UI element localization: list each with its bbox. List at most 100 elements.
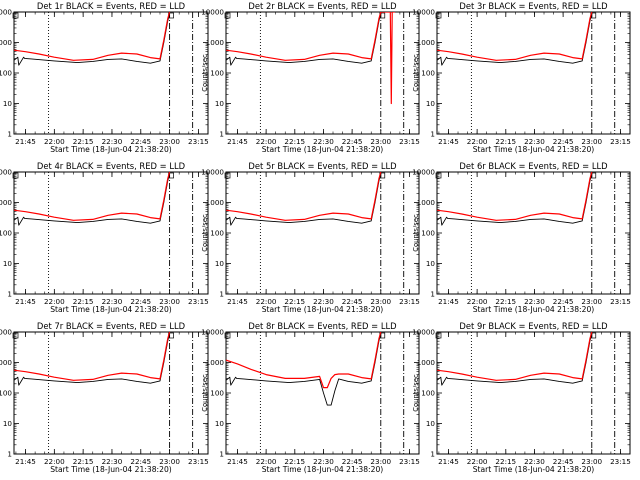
lld-series-line bbox=[226, 172, 382, 221]
x-tick-label: 23:00 bbox=[370, 137, 391, 146]
lld-series-line bbox=[437, 172, 593, 221]
x-tick-label: 23:00 bbox=[370, 457, 391, 466]
chart-title: Det 4r BLACK = Events, RED = LLD bbox=[37, 161, 185, 171]
x-tick-label: 22:45 bbox=[130, 457, 151, 466]
plot-frame bbox=[13, 331, 209, 455]
y-tick-label: 10000 bbox=[0, 168, 12, 177]
x-tick-label: 21:45 bbox=[227, 457, 248, 466]
chart-panel-3: Det 3r BLACK = Events, RED = LLD 1 10 100 10… bbox=[412, 1, 631, 154]
x-tick-label: 22:15 bbox=[495, 137, 516, 146]
y-tick-label: 10 bbox=[3, 99, 13, 108]
x-tick-label: 23:15 bbox=[188, 297, 209, 306]
x-tick-label: 21:45 bbox=[227, 297, 248, 306]
x-tick-label: 22:00 bbox=[256, 457, 277, 466]
x-tick-label: 21:45 bbox=[438, 297, 459, 306]
x-tick-label: 23:15 bbox=[188, 137, 209, 146]
y-tick-label: 10000 bbox=[201, 8, 224, 17]
corner-marker bbox=[435, 12, 442, 19]
x-tick-label: 23:00 bbox=[581, 137, 602, 146]
y-tick-label: 100 bbox=[210, 69, 224, 78]
chart-panel-8: Det 8r BLACK = Events, RED = LLD 1 10 100 10… bbox=[201, 321, 420, 474]
corner-marker bbox=[224, 172, 231, 179]
y-tick-label: 10 bbox=[215, 99, 225, 108]
y-tick-label: 10000 bbox=[201, 328, 224, 337]
x-tick-label: 21:45 bbox=[438, 457, 459, 466]
plot-frame bbox=[13, 171, 209, 295]
x-tick-label: 22:15 bbox=[73, 137, 94, 146]
x-axis-label: Start Time (18-Jun-04 21:38:20) bbox=[50, 145, 172, 154]
x-tick-label: 22:15 bbox=[284, 137, 305, 146]
x-tick-label: 22:00 bbox=[256, 137, 277, 146]
events-series-line bbox=[14, 333, 171, 386]
x-tick-label: 22:45 bbox=[342, 137, 363, 146]
y-tick-label: 100 bbox=[421, 229, 435, 238]
y-tick-label: 1 bbox=[219, 130, 224, 139]
y-tick-label: 1 bbox=[430, 130, 435, 139]
x-tick-label: 22:15 bbox=[495, 457, 516, 466]
chart-title: Det 1r BLACK = Events, RED = LLD bbox=[37, 1, 185, 11]
y-axis-label: Counts/sec bbox=[412, 54, 420, 92]
x-tick-label: 22:15 bbox=[284, 457, 305, 466]
x-axis-label: Start Time (18-Jun-04 21:38:20) bbox=[473, 465, 595, 474]
events-series-line bbox=[437, 173, 593, 226]
x-tick-label: 22:45 bbox=[342, 297, 363, 306]
x-tick-label: 23:15 bbox=[188, 457, 209, 466]
corner-marker bbox=[435, 332, 442, 339]
corner-marker bbox=[435, 172, 442, 179]
x-tick-label: 22:45 bbox=[130, 297, 151, 306]
plot-frame bbox=[225, 171, 420, 295]
plot-frame bbox=[225, 331, 420, 455]
x-tick-label: 22:30 bbox=[313, 457, 334, 466]
x-tick-label: 22:00 bbox=[44, 137, 65, 146]
x-tick-label: 22:15 bbox=[73, 297, 94, 306]
events-series-line bbox=[226, 13, 382, 66]
chart-title: Det 8r BLACK = Events, RED = LLD bbox=[248, 321, 396, 331]
x-tick-label: 22:00 bbox=[467, 137, 488, 146]
corner-marker bbox=[12, 12, 19, 19]
y-tick-label: 1 bbox=[430, 450, 435, 459]
y-tick-label: 100 bbox=[0, 229, 12, 238]
y-tick-label: 10000 bbox=[412, 8, 435, 17]
y-tick-label: 1 bbox=[7, 290, 12, 299]
y-tick-label: 100 bbox=[0, 389, 12, 398]
chart-panel-6: Det 6r BLACK = Events, RED = LLD 1 10 100 10… bbox=[412, 161, 631, 314]
corner-marker bbox=[224, 12, 231, 19]
y-tick-label: 1 bbox=[7, 130, 12, 139]
y-tick-label: 1000 bbox=[417, 198, 436, 207]
y-tick-label: 10000 bbox=[201, 168, 224, 177]
plot-frame bbox=[13, 11, 209, 135]
chart-title: Det 3r BLACK = Events, RED = LLD bbox=[459, 1, 607, 11]
lld-series-line bbox=[14, 172, 171, 221]
x-tick-label: 22:30 bbox=[102, 457, 123, 466]
chart-title: Det 6r BLACK = Events, RED = LLD bbox=[459, 161, 607, 171]
plot-frame bbox=[436, 331, 631, 455]
x-tick-label: 22:00 bbox=[44, 457, 65, 466]
y-axis-label: Counts/sec bbox=[201, 374, 209, 412]
x-tick-label: 23:15 bbox=[399, 457, 420, 466]
x-tick-label: 21:45 bbox=[15, 457, 36, 466]
x-axis-label: Start Time (18-Jun-04 21:38:20) bbox=[50, 465, 172, 474]
y-tick-label: 10 bbox=[426, 259, 436, 268]
chart-title: Det 9r BLACK = Events, RED = LLD bbox=[459, 321, 607, 331]
x-tick-label: 22:45 bbox=[553, 297, 574, 306]
y-axis-label: Counts/sec bbox=[201, 54, 209, 92]
y-tick-label: 10 bbox=[3, 419, 13, 428]
y-tick-label: 10000 bbox=[412, 168, 435, 177]
y-tick-label: 1000 bbox=[0, 358, 12, 367]
x-tick-label: 22:30 bbox=[313, 297, 334, 306]
plot-frame bbox=[436, 171, 631, 295]
y-tick-label: 10 bbox=[215, 259, 225, 268]
x-axis-label: Start Time (18-Jun-04 21:38:20) bbox=[473, 145, 595, 154]
x-axis-label: Start Time (18-Jun-04 21:38:20) bbox=[262, 305, 384, 314]
y-tick-label: 100 bbox=[0, 69, 12, 78]
y-tick-label: 100 bbox=[210, 229, 224, 238]
corner-marker bbox=[224, 332, 231, 339]
events-series-line bbox=[226, 333, 382, 406]
chart-panel-9: Det 9r BLACK = Events, RED = LLD 1 10 100 10… bbox=[412, 321, 631, 474]
x-axis-label: Start Time (18-Jun-04 21:38:20) bbox=[262, 465, 384, 474]
x-tick-label: 22:45 bbox=[342, 457, 363, 466]
y-tick-label: 1000 bbox=[0, 38, 12, 47]
x-tick-label: 22:45 bbox=[553, 457, 574, 466]
x-tick-label: 23:15 bbox=[399, 137, 420, 146]
